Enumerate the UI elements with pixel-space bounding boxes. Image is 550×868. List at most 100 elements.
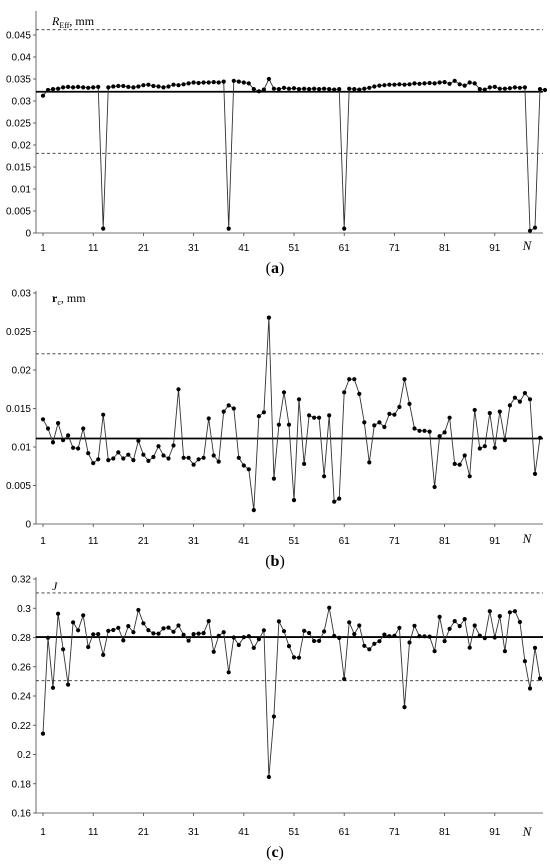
data-point [71, 85, 76, 90]
data-point [457, 462, 462, 467]
data-point [302, 628, 307, 633]
data-point [116, 450, 121, 455]
data-point [156, 631, 161, 636]
data-point [437, 434, 442, 439]
data-point [392, 412, 397, 417]
data-point [261, 87, 266, 92]
data-point [121, 83, 126, 89]
y-axis-label-main: J [52, 579, 58, 593]
data-point [482, 444, 487, 449]
data-point [56, 421, 61, 426]
data-point [276, 619, 281, 624]
data-point [512, 395, 518, 400]
data-point [432, 484, 437, 490]
x-tick-label: 1 [40, 536, 46, 547]
data-point [407, 640, 412, 645]
data-point [502, 649, 507, 654]
caption: (a) [266, 260, 285, 277]
data-point [537, 435, 543, 440]
y-axis-label-main: R [51, 14, 60, 28]
x-tick-label: 51 [288, 243, 300, 254]
data-point [307, 87, 312, 92]
data-point [111, 84, 116, 89]
data-point [362, 420, 367, 425]
data-point [487, 609, 492, 614]
data-point [186, 81, 191, 86]
x-tick-label: 51 [288, 536, 300, 547]
data-point [256, 414, 261, 419]
x-tick-label: 21 [138, 536, 150, 547]
data-point [171, 629, 176, 634]
data-point [472, 81, 477, 86]
data-point [50, 685, 56, 690]
data-point [417, 634, 422, 639]
x-tick-label: 91 [489, 827, 501, 838]
x-tick-label: 21 [138, 827, 150, 838]
data-point [291, 498, 297, 503]
data-point [397, 404, 402, 410]
data-point [196, 631, 201, 636]
data-point [56, 611, 61, 616]
x-tick-label: 11 [88, 243, 99, 254]
data-point [342, 226, 347, 231]
data-point [151, 631, 156, 636]
data-point [447, 415, 452, 420]
data-point [106, 85, 111, 90]
data-point [377, 420, 382, 425]
data-point [40, 731, 46, 736]
y-axis-label-unit: , mm [61, 291, 86, 305]
data-point [457, 82, 462, 87]
data-point [281, 390, 287, 395]
data-point [507, 610, 512, 615]
data-point [422, 634, 427, 639]
data-point [362, 643, 367, 648]
data-point [527, 228, 533, 233]
data-point [427, 429, 432, 434]
data-point [226, 226, 231, 231]
y-tick-label: 0.01 [12, 185, 32, 196]
data-point [221, 79, 226, 84]
data-point [241, 635, 246, 640]
data-point [266, 315, 271, 320]
data-point [61, 647, 66, 652]
data-point [387, 634, 392, 639]
data-point [492, 84, 497, 89]
x-axis-label: N [522, 238, 533, 253]
data-point [442, 80, 447, 85]
data-point [106, 458, 111, 463]
data-point [402, 82, 407, 87]
y-tick-label: 0.005 [6, 207, 31, 218]
data-point [322, 474, 327, 479]
data-point [522, 85, 528, 90]
data-point [382, 83, 387, 88]
data-point [131, 630, 136, 635]
data-point [231, 406, 236, 411]
data-point [271, 714, 276, 719]
data-point [211, 649, 216, 654]
data-point [432, 81, 437, 86]
data-point [502, 438, 507, 443]
y-tick-label: 0.02 [12, 366, 32, 377]
data-point [542, 87, 548, 93]
data-point [76, 446, 81, 451]
data-point [372, 84, 377, 89]
data-point [146, 628, 151, 633]
x-tick-label: 31 [188, 243, 200, 254]
data-point [261, 628, 266, 633]
caption: (b) [265, 553, 285, 570]
y-axis-label: rc, mm [52, 291, 86, 307]
data-point [251, 87, 256, 92]
y-tick-label: 0.03 [12, 289, 32, 300]
data-point [307, 630, 312, 636]
series-line [42, 317, 541, 511]
y-tick-label: 0.02 [12, 141, 32, 152]
x-tick-label: 81 [439, 243, 451, 254]
data-point [367, 85, 372, 90]
data-point [532, 645, 538, 651]
data-point [131, 458, 136, 463]
data-point [96, 84, 101, 89]
data-point [512, 609, 518, 614]
data-point [302, 86, 307, 91]
data-point [387, 411, 392, 416]
data-point [291, 655, 297, 660]
